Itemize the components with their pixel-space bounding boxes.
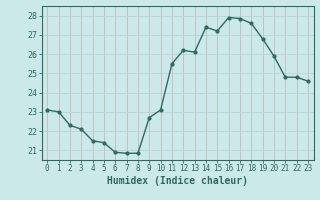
X-axis label: Humidex (Indice chaleur): Humidex (Indice chaleur) bbox=[107, 176, 248, 186]
